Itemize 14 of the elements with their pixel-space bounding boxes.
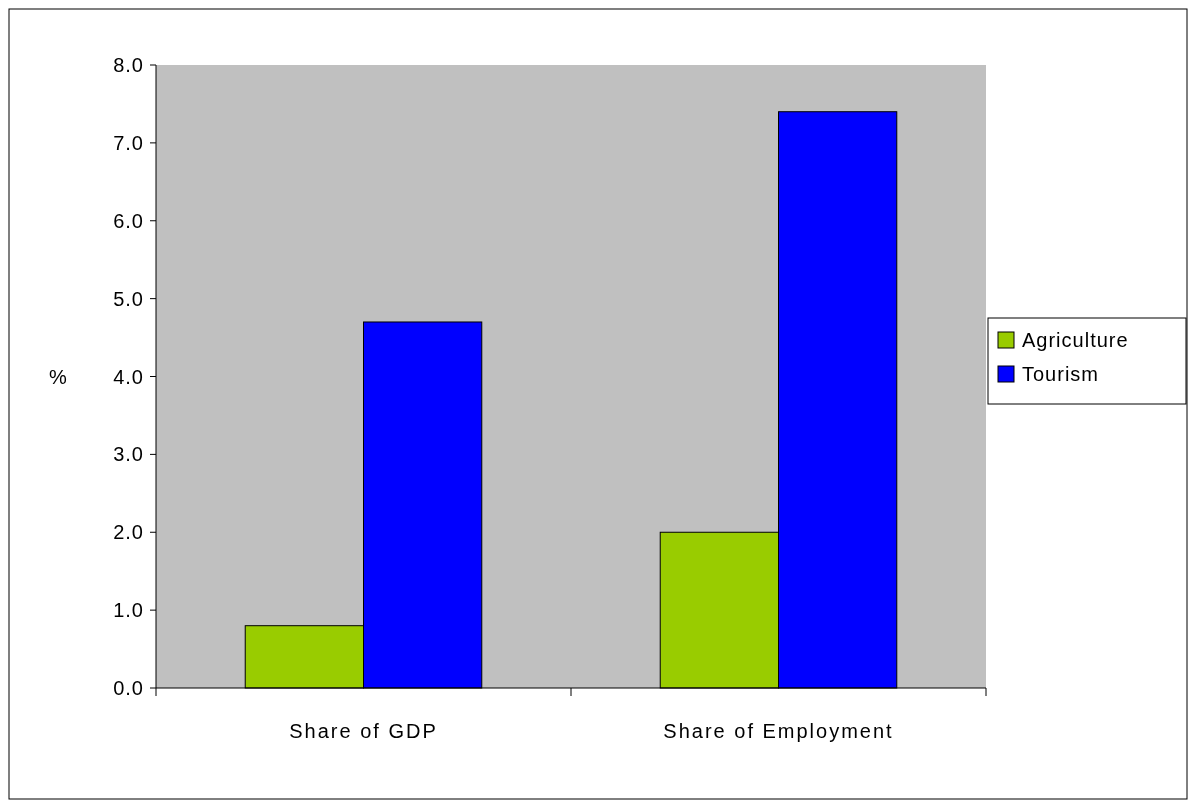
y-tick-label: 4.0 xyxy=(113,365,144,388)
x-tick-label: Share of Employment xyxy=(663,720,894,742)
y-tick-label: 8.0 xyxy=(113,54,144,76)
y-tick-label: 5.0 xyxy=(113,287,144,310)
y-axis-title: % xyxy=(49,366,68,388)
legend-label: Tourism xyxy=(1022,363,1100,385)
x-tick-label: Share of GDP xyxy=(289,720,438,742)
y-tick-label: 2.0 xyxy=(113,521,144,544)
y-tick-label: 3.0 xyxy=(113,443,144,466)
y-tick-label: 0.0 xyxy=(113,677,144,699)
legend-label: Agriculture xyxy=(1022,329,1129,351)
y-tick-label: 6.0 xyxy=(113,209,144,232)
y-tick-label: 7.0 xyxy=(113,131,144,154)
y-tick-label: 1.0 xyxy=(113,599,144,622)
